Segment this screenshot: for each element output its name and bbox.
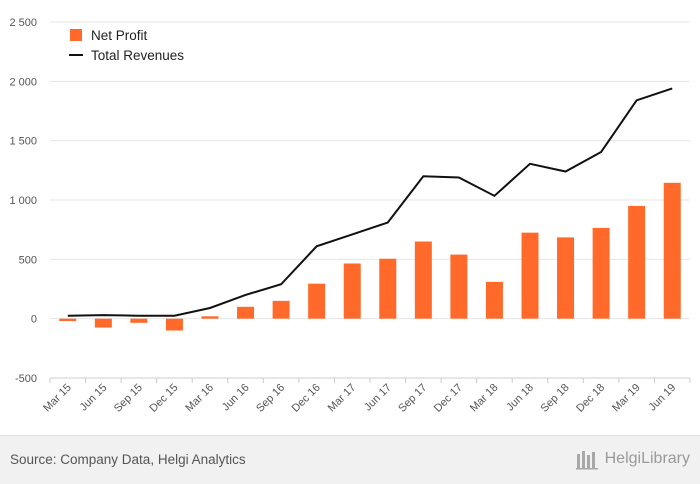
x-tick-label: Dec 18 [574, 382, 607, 415]
net-profit-bar [272, 300, 290, 319]
x-tick-label: Sep 15 [112, 382, 145, 415]
x-tick-label: Sep 18 [539, 382, 572, 415]
brand-name: HelgiLibrary [604, 450, 690, 467]
net-profit-bar [450, 254, 468, 319]
net-profit-bar [308, 283, 326, 319]
net-profit-bar [592, 227, 610, 319]
x-tick-label: Mar 16 [183, 382, 216, 415]
net-profit-bar [485, 281, 503, 319]
x-tick-label: Dec 17 [432, 382, 465, 415]
brand-logo: HelgiLibrary [575, 448, 690, 470]
net-profit-bar [557, 237, 575, 319]
x-tick-label: Mar 17 [326, 382, 359, 415]
y-tick-label: 1 500 [9, 136, 37, 148]
x-tick-label: Jun 16 [220, 382, 252, 414]
x-tick-label: Dec 15 [147, 382, 180, 415]
library-logo-icon [575, 451, 598, 470]
net-profit-bar [628, 205, 646, 319]
y-tick-label: 500 [19, 254, 37, 266]
x-tick-label: Jun 18 [504, 382, 536, 414]
legend: Net Profit Total Revenues [69, 28, 184, 63]
legend-swatch-net-profit [70, 29, 82, 41]
net-profit-bar [237, 306, 255, 319]
net-profit-bar [663, 182, 681, 319]
x-tick-label: Dec 16 [290, 382, 323, 415]
net-profit-bar [521, 232, 539, 319]
y-axis-ticks: -500 0 500 1 000 1 500 2 000 2 500 [9, 17, 37, 385]
y-tick-label: 2 500 [9, 17, 37, 29]
net-profit-bars [59, 182, 681, 331]
x-tick-label: Sep 17 [396, 382, 429, 415]
legend-label-total-revenues: Total Revenues [91, 48, 184, 63]
y-tick-label: 1 000 [9, 195, 37, 207]
net-profit-bar [94, 318, 112, 328]
net-profit-bar [379, 258, 397, 319]
legend-label-net-profit: Net Profit [91, 28, 148, 43]
x-tick-label: Jun 15 [78, 382, 110, 414]
x-tick-label: Sep 16 [254, 382, 287, 415]
x-tick-label: Mar 18 [468, 382, 501, 415]
y-tick-label: 2 000 [9, 76, 37, 88]
net-profit-bar [414, 241, 432, 319]
footer-bar: Source: Company Data, Helgi Analytics He… [0, 435, 700, 484]
net-profit-bar [201, 316, 219, 319]
total-revenues-line [67, 87, 673, 317]
x-tick-label: Jun 19 [647, 382, 679, 414]
x-tick-label: Jun 17 [362, 382, 394, 414]
x-tick-label: Mar 15 [41, 382, 74, 415]
net-profit-bar [59, 318, 77, 322]
y-tick-label: 0 [31, 314, 37, 326]
net-profit-bar [130, 318, 148, 323]
y-tick-label: -500 [15, 373, 37, 385]
net-profit-bar [165, 318, 183, 331]
x-axis-ticks: Mar 15 Jun 15 Sep 15 Dec 15 Mar 16 Jun 16 Sep … [41, 378, 691, 415]
net-profit-bar [343, 263, 361, 319]
gridlines [50, 21, 690, 379]
source-note: Source: Company Data, Helgi Analytics [10, 452, 246, 467]
x-tick-label: Mar 19 [610, 382, 643, 415]
